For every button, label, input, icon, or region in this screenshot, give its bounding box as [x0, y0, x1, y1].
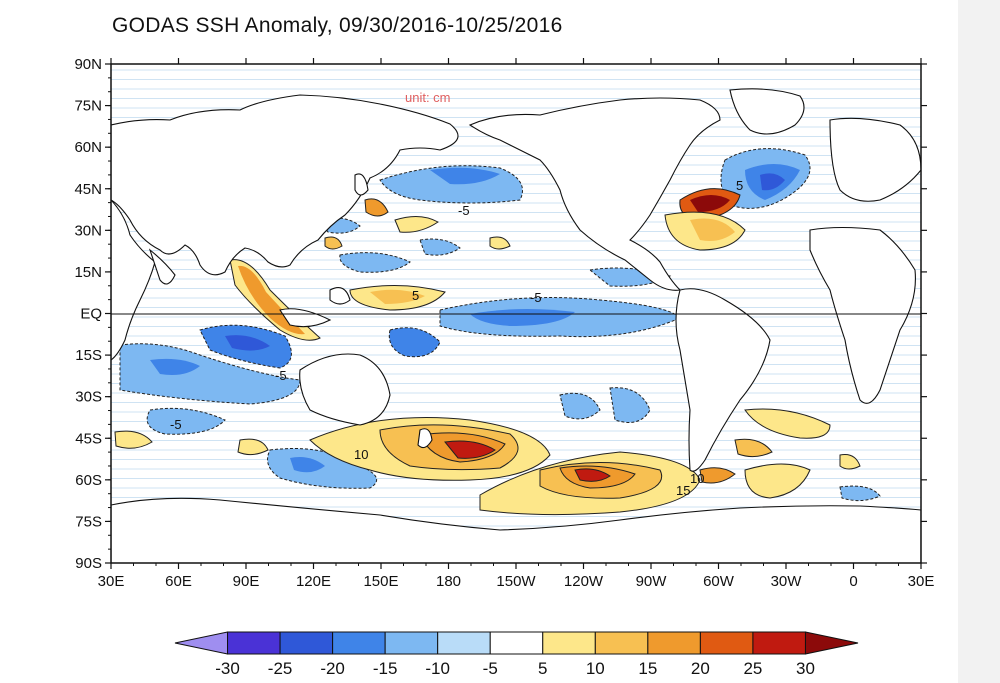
- x-tick-label: 30E: [98, 573, 125, 590]
- y-tick-label: 75S: [75, 513, 102, 530]
- y-tick-label: 90N: [74, 56, 102, 73]
- contour-label: 5: [412, 288, 419, 303]
- x-tick-label: 90W: [636, 573, 668, 590]
- y-tick-label: EQ: [80, 306, 102, 323]
- x-tick-label: 60W: [703, 573, 735, 590]
- y-tick-label: 45N: [74, 181, 102, 198]
- colorbar-swatch: [542, 631, 596, 655]
- y-tick-label: 15S: [75, 347, 102, 364]
- y-tick-label: 15N: [74, 264, 102, 281]
- colorbar-label: 5: [538, 659, 547, 678]
- colorbar-label: -25: [268, 659, 293, 678]
- colorbar-swatch: [804, 631, 859, 655]
- colorbar-label: 20: [691, 659, 710, 678]
- x-tick-label: 150E: [363, 573, 398, 590]
- x-axis: 30E 60E 90E 120E 150E 180 150W 120W 90W 60W 30W 0 30…: [98, 58, 935, 590]
- colorbar-swatch: [279, 631, 334, 655]
- negative-anomaly-regions: [119, 148, 881, 502]
- y-tick-label: 90S: [75, 555, 102, 572]
- x-tick-label: 0: [849, 573, 857, 590]
- colorbar-swatch: [437, 631, 491, 655]
- y-tick-label: 30N: [74, 222, 102, 239]
- colorbar-label: -30: [215, 659, 240, 678]
- colorbar-label: 25: [743, 659, 762, 678]
- x-tick-label: 90E: [233, 573, 260, 590]
- colorbar-label: -5: [483, 659, 498, 678]
- contour-label: -5: [458, 203, 470, 218]
- contour-label: 5: [736, 178, 743, 193]
- y-tick-label: 60S: [75, 472, 102, 489]
- contour-label: 15: [676, 483, 690, 498]
- y-tick-label: 45S: [75, 430, 102, 447]
- y-tick-label: 30S: [75, 389, 102, 406]
- colorbar-swatch: [647, 631, 701, 655]
- contour-labels: -5 -5 -5 -5 5 10 10 15 5: [170, 178, 743, 498]
- colorbar-label: 30: [796, 659, 815, 678]
- y-tick-label: 75N: [74, 98, 102, 115]
- x-tick-label: 120W: [564, 573, 604, 590]
- colorbar-swatch: [174, 631, 229, 655]
- colorbar-label: 10: [586, 659, 605, 678]
- x-tick-label: 180: [436, 573, 461, 590]
- colorbar-swatch: [227, 631, 281, 655]
- colorbar-label: -10: [425, 659, 450, 678]
- y-axis: 90N 75N 60N 45N 30N 15N EQ 15S 30S 45S 60S 75S 90S: [74, 56, 927, 572]
- right-margin-strip: [958, 0, 1000, 683]
- x-tick-label: 150W: [496, 573, 536, 590]
- contour-label: 10: [354, 447, 368, 462]
- colorbar: -30 -25 -20 -15 -10 -5 5 10 15 20 25 30: [174, 631, 859, 678]
- colorbar-label: -20: [320, 659, 345, 678]
- colorbar-swatch: [489, 631, 544, 655]
- map-title: GODAS SSH Anomaly, 09/30/2016-10/25/2016: [112, 14, 563, 37]
- unit-label: unit: cm: [405, 90, 451, 105]
- colorbar-swatch: [332, 631, 386, 655]
- x-tick-label: 60E: [165, 573, 192, 590]
- x-tick-label: 30W: [771, 573, 803, 590]
- contour-label: -5: [275, 368, 287, 383]
- colorbar-swatch: [699, 631, 754, 655]
- contour-label: -5: [530, 290, 542, 305]
- x-tick-label: 30E: [908, 573, 935, 590]
- continents: [111, 88, 921, 563]
- contour-label: -5: [170, 417, 182, 432]
- contour-label: 10: [690, 471, 704, 486]
- colorbar-swatch: [752, 631, 806, 655]
- y-tick-label: 60N: [74, 139, 102, 156]
- colorbar-swatch: [594, 631, 649, 655]
- colorbar-label: 15: [638, 659, 657, 678]
- x-tick-label: 120E: [296, 573, 331, 590]
- colorbar-label: -15: [373, 659, 398, 678]
- colorbar-swatch: [384, 631, 439, 655]
